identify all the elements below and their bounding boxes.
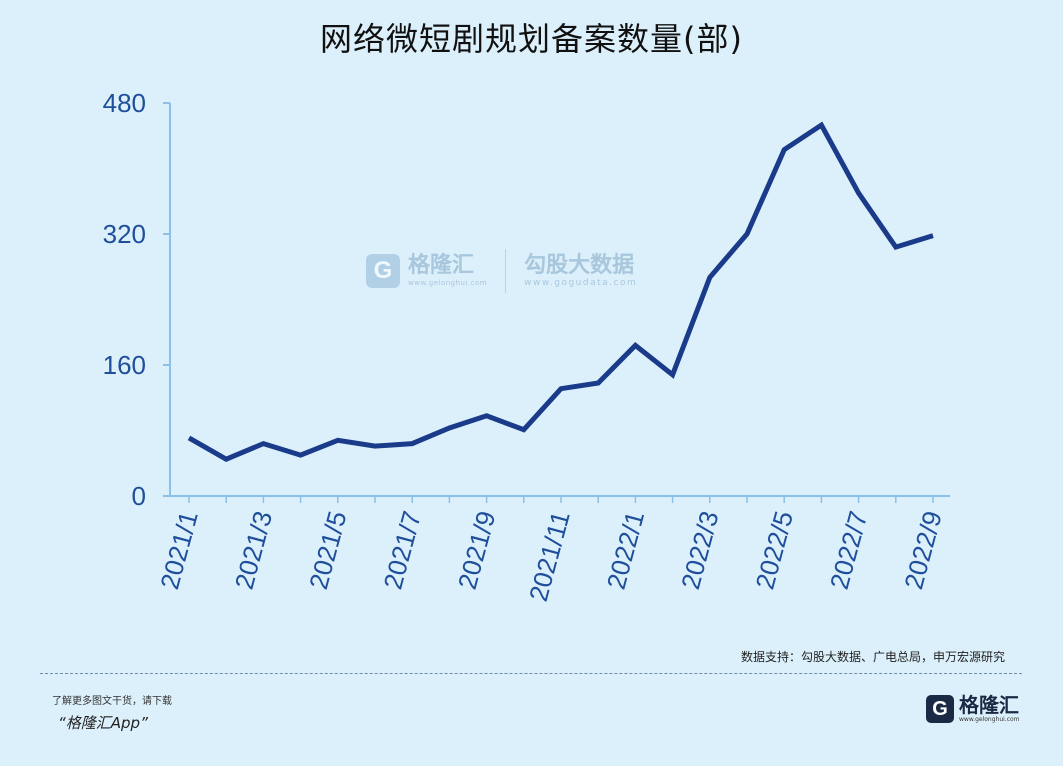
y-tick-label: 160 (103, 350, 146, 380)
x-tick-label: 2022/7 (824, 508, 874, 593)
x-tick-label: 2022/1 (601, 508, 651, 593)
footer-logo[interactable]: G 格隆汇 www.gelonghui.com (926, 694, 1020, 724)
watermark-brand1-url: www.gelonghui.com (408, 279, 488, 287)
footer-divider (40, 673, 1022, 674)
x-tick-label: 2021/9 (452, 508, 502, 593)
watermark-brand2-name: 勾股大数据 (524, 253, 635, 278)
x-tick-label: 2022/5 (749, 508, 799, 593)
x-tick-label: 2021/3 (229, 508, 279, 593)
footer-promo-text: 了解更多图文干货，请下载 (52, 696, 172, 707)
footer-logo-name: 格隆汇 (959, 693, 1019, 717)
y-axis-ticks: 0 160 320 480 (103, 88, 170, 511)
x-tick-label: 2021/7 (377, 508, 427, 593)
chart-axes (169, 103, 950, 497)
x-tick-label: 2022/3 (675, 508, 725, 593)
y-tick-label: 0 (132, 481, 146, 511)
watermark: G 格隆汇 www.gelonghui.com 勾股大数据 www.goguda… (366, 248, 637, 294)
watermark-brand2-url: www.gogudata.com (524, 278, 638, 288)
y-tick-label: 480 (103, 88, 146, 118)
watermark-brand1-name: 格隆汇 (408, 253, 475, 278)
x-tick-label: 2021/1 (154, 508, 204, 593)
watermark-divider (505, 249, 507, 293)
x-tick-label: 2021/11 (523, 508, 576, 605)
source-note: 数据支持：勾股大数据、广电总局，申万宏源研究 (740, 650, 1005, 664)
x-axis-ticks: 2021/1 2021/3 2021/5 2021/7 2021/9 2021/11 202… (154, 496, 948, 604)
footer-app-name: “格隆汇App” (58, 714, 148, 732)
y-tick-label: 320 (103, 219, 146, 249)
chart-series (187, 121, 934, 462)
gelonghui-logo-icon: G (366, 254, 400, 288)
gelonghui-logo-icon: G (926, 695, 954, 723)
x-tick-label: 2021/5 (303, 508, 353, 593)
x-tick-label: 2022/9 (898, 508, 948, 593)
footer-logo-url: www.gelonghui.com (959, 716, 1020, 723)
chart-title: 网络微短剧规划备案数量(部) (320, 20, 743, 58)
